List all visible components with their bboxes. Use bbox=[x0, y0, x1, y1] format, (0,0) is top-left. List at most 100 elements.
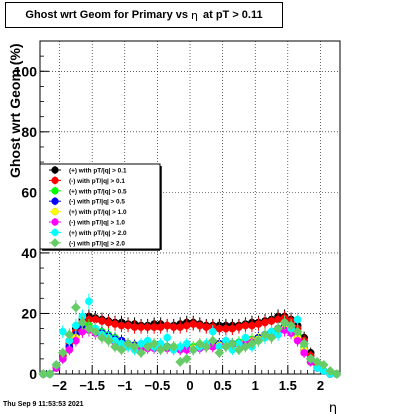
data-point bbox=[97, 332, 107, 343]
data-point bbox=[149, 338, 160, 349]
legend-marker bbox=[51, 197, 59, 205]
legend-entry: (+) with pT/|q| > 2.0 bbox=[69, 230, 127, 237]
data-point bbox=[312, 356, 323, 367]
data-point bbox=[195, 321, 204, 330]
data-point bbox=[98, 317, 106, 325]
data-point bbox=[117, 321, 126, 330]
data-point bbox=[318, 359, 329, 370]
legend-box bbox=[39, 163, 161, 250]
x-axis-label: η bbox=[329, 401, 337, 414]
legend-marker bbox=[51, 166, 59, 174]
data-point bbox=[208, 327, 217, 336]
data-point bbox=[51, 359, 62, 370]
data-point bbox=[292, 326, 303, 337]
data-point bbox=[248, 321, 256, 330]
data-point bbox=[168, 341, 179, 352]
data-point bbox=[182, 321, 191, 330]
data-point bbox=[261, 318, 269, 327]
data-point bbox=[305, 353, 316, 364]
legend-entry: (+) with pT/|q| > 0.1 bbox=[69, 168, 127, 175]
legend-entry: (-) with pT/|q| > 1.0 bbox=[69, 220, 125, 227]
data-point bbox=[188, 344, 199, 355]
data-point bbox=[202, 323, 211, 331]
data-point bbox=[181, 353, 192, 364]
legend-marker bbox=[51, 187, 59, 195]
data-point bbox=[300, 348, 308, 357]
x-tick-label: 1 bbox=[252, 378, 259, 393]
data-point bbox=[163, 321, 172, 330]
data-point bbox=[162, 341, 173, 352]
legend: (+) with pT/|q| > 0.1 (-) with pT/|q| > 0… bbox=[39, 163, 162, 251]
data-point bbox=[235, 323, 243, 331]
x-tick-label: 0.5 bbox=[214, 378, 232, 393]
data-point bbox=[241, 333, 250, 342]
x-tick-label: −0.5 bbox=[145, 378, 171, 393]
data-point bbox=[215, 324, 224, 333]
data-point bbox=[38, 369, 49, 379]
y-tick-label: 100 bbox=[14, 63, 38, 79]
data-point bbox=[266, 332, 277, 343]
data-point bbox=[293, 315, 302, 324]
data-point bbox=[253, 335, 264, 346]
data-point bbox=[143, 323, 152, 331]
series-8 bbox=[38, 300, 342, 379]
data-point bbox=[189, 320, 198, 328]
title-prefix: Ghost wrt Geom for Primary vs bbox=[25, 9, 188, 21]
data-point bbox=[137, 339, 145, 348]
data-point bbox=[110, 341, 120, 352]
legend-entry: (+) with pT/|q| > 1.0 bbox=[69, 209, 127, 216]
legend-marker bbox=[51, 207, 59, 216]
data-point bbox=[90, 326, 101, 337]
x-tick-label: 1.5 bbox=[279, 378, 297, 393]
grid bbox=[40, 41, 340, 374]
data-point bbox=[194, 338, 205, 349]
data-point bbox=[57, 347, 68, 358]
data-point bbox=[273, 323, 283, 334]
x-tick-label: −2 bbox=[52, 378, 67, 393]
data-point bbox=[156, 323, 165, 331]
data-point bbox=[137, 323, 145, 331]
timestamp-footer: Thu Sep 9 11:53:53 2021 bbox=[3, 401, 84, 408]
title-suffix: at pT > 0.11 bbox=[202, 9, 263, 21]
data-point bbox=[58, 327, 67, 336]
data-point bbox=[77, 317, 88, 328]
data-point bbox=[136, 347, 147, 358]
data-point bbox=[103, 335, 114, 346]
data-point bbox=[214, 347, 225, 358]
chart-title: Ghost wrt Geom for Primary vs η at pT > … bbox=[5, 2, 283, 28]
legend-marker bbox=[51, 228, 59, 237]
data-point bbox=[116, 344, 127, 355]
data-markers bbox=[38, 293, 342, 379]
data-point bbox=[201, 341, 212, 352]
data-point bbox=[130, 323, 139, 331]
x-tick-label: 2 bbox=[317, 378, 324, 393]
legend-marker bbox=[51, 176, 59, 185]
legend-marker bbox=[50, 238, 60, 248]
data-point bbox=[286, 320, 297, 331]
y-tick-label: 80 bbox=[21, 124, 37, 140]
legend-marker bbox=[51, 218, 59, 226]
data-point bbox=[83, 323, 94, 334]
data-point bbox=[124, 321, 132, 330]
data-point bbox=[104, 318, 113, 327]
y-tick-label: 0 bbox=[29, 366, 37, 382]
data-point bbox=[163, 333, 172, 342]
x-tick-label: −1 bbox=[117, 378, 132, 393]
data-point bbox=[91, 315, 100, 324]
data-point bbox=[254, 320, 263, 328]
data-point bbox=[70, 302, 81, 313]
x-tick-label: 0 bbox=[186, 378, 193, 393]
data-point bbox=[228, 324, 237, 333]
data-point bbox=[331, 369, 342, 379]
data-point bbox=[44, 369, 55, 379]
data-point bbox=[64, 329, 75, 340]
data-point bbox=[241, 321, 250, 330]
data-point bbox=[111, 320, 119, 328]
data-point bbox=[176, 323, 185, 331]
data-point bbox=[227, 338, 238, 349]
legend-entry: (-) with pT/|q| > 0.1 bbox=[69, 178, 125, 185]
x-tick-label: −1.5 bbox=[79, 378, 105, 393]
legend-entry: (-) with pT/|q| > 2.0 bbox=[69, 240, 125, 247]
y-tick-label: 20 bbox=[21, 305, 37, 321]
data-point bbox=[85, 297, 93, 306]
